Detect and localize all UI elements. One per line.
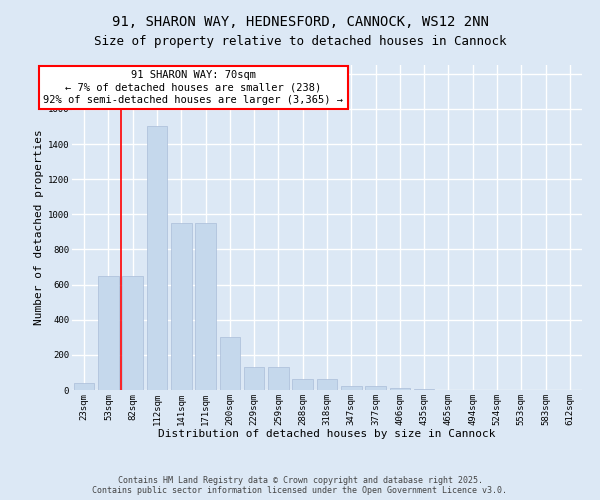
Bar <box>171 223 191 390</box>
Bar <box>341 386 362 390</box>
Bar <box>365 386 386 390</box>
Bar <box>122 276 143 390</box>
Bar <box>146 126 167 390</box>
Bar <box>389 388 410 390</box>
Text: 91 SHARON WAY: 70sqm
← 7% of detached houses are smaller (238)
92% of semi-detac: 91 SHARON WAY: 70sqm ← 7% of detached ho… <box>43 70 343 105</box>
Bar <box>292 378 313 390</box>
Text: Contains HM Land Registry data © Crown copyright and database right 2025.
Contai: Contains HM Land Registry data © Crown c… <box>92 476 508 495</box>
X-axis label: Distribution of detached houses by size in Cannock: Distribution of detached houses by size … <box>158 429 496 439</box>
Text: 91, SHARON WAY, HEDNESFORD, CANNOCK, WS12 2NN: 91, SHARON WAY, HEDNESFORD, CANNOCK, WS1… <box>112 15 488 29</box>
Bar <box>195 223 216 390</box>
Bar <box>317 378 337 390</box>
Bar <box>414 389 434 390</box>
Bar <box>98 276 119 390</box>
Text: Size of property relative to detached houses in Cannock: Size of property relative to detached ho… <box>94 35 506 48</box>
Bar <box>220 338 240 390</box>
Y-axis label: Number of detached properties: Number of detached properties <box>34 130 44 326</box>
Bar <box>244 367 265 390</box>
Bar <box>268 367 289 390</box>
Bar <box>74 383 94 390</box>
